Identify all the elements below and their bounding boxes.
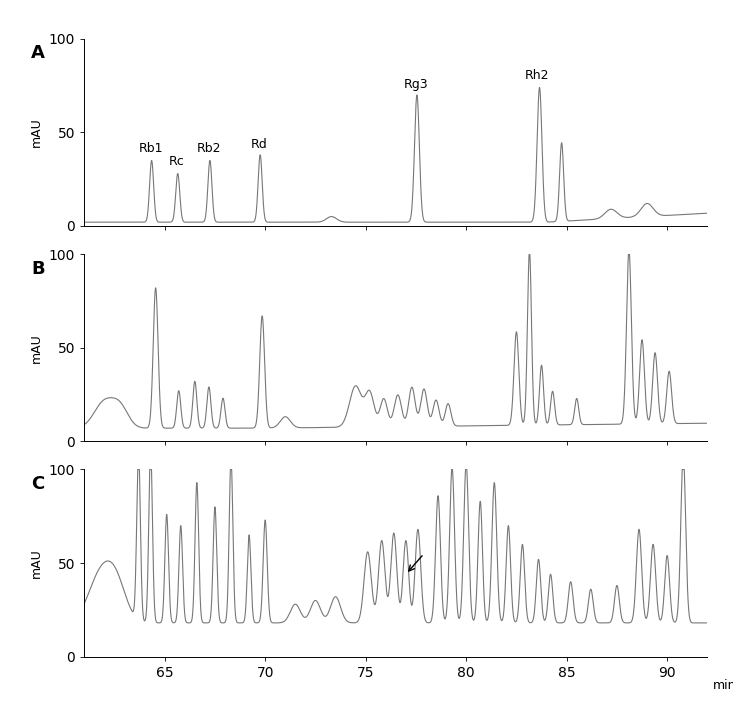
Text: Rg3: Rg3 [404,78,428,91]
Text: Rb2: Rb2 [196,142,221,155]
Text: min: min [713,679,733,692]
Y-axis label: mAU: mAU [30,333,43,363]
Y-axis label: mAU: mAU [30,117,43,148]
Text: C: C [32,475,45,493]
Text: Rd: Rd [251,138,268,151]
Text: Rb1: Rb1 [139,142,163,155]
Text: B: B [32,260,45,277]
Text: Rc: Rc [169,155,185,168]
Text: A: A [32,44,45,62]
Y-axis label: mAU: mAU [30,548,43,578]
Text: Rh2: Rh2 [524,69,549,82]
